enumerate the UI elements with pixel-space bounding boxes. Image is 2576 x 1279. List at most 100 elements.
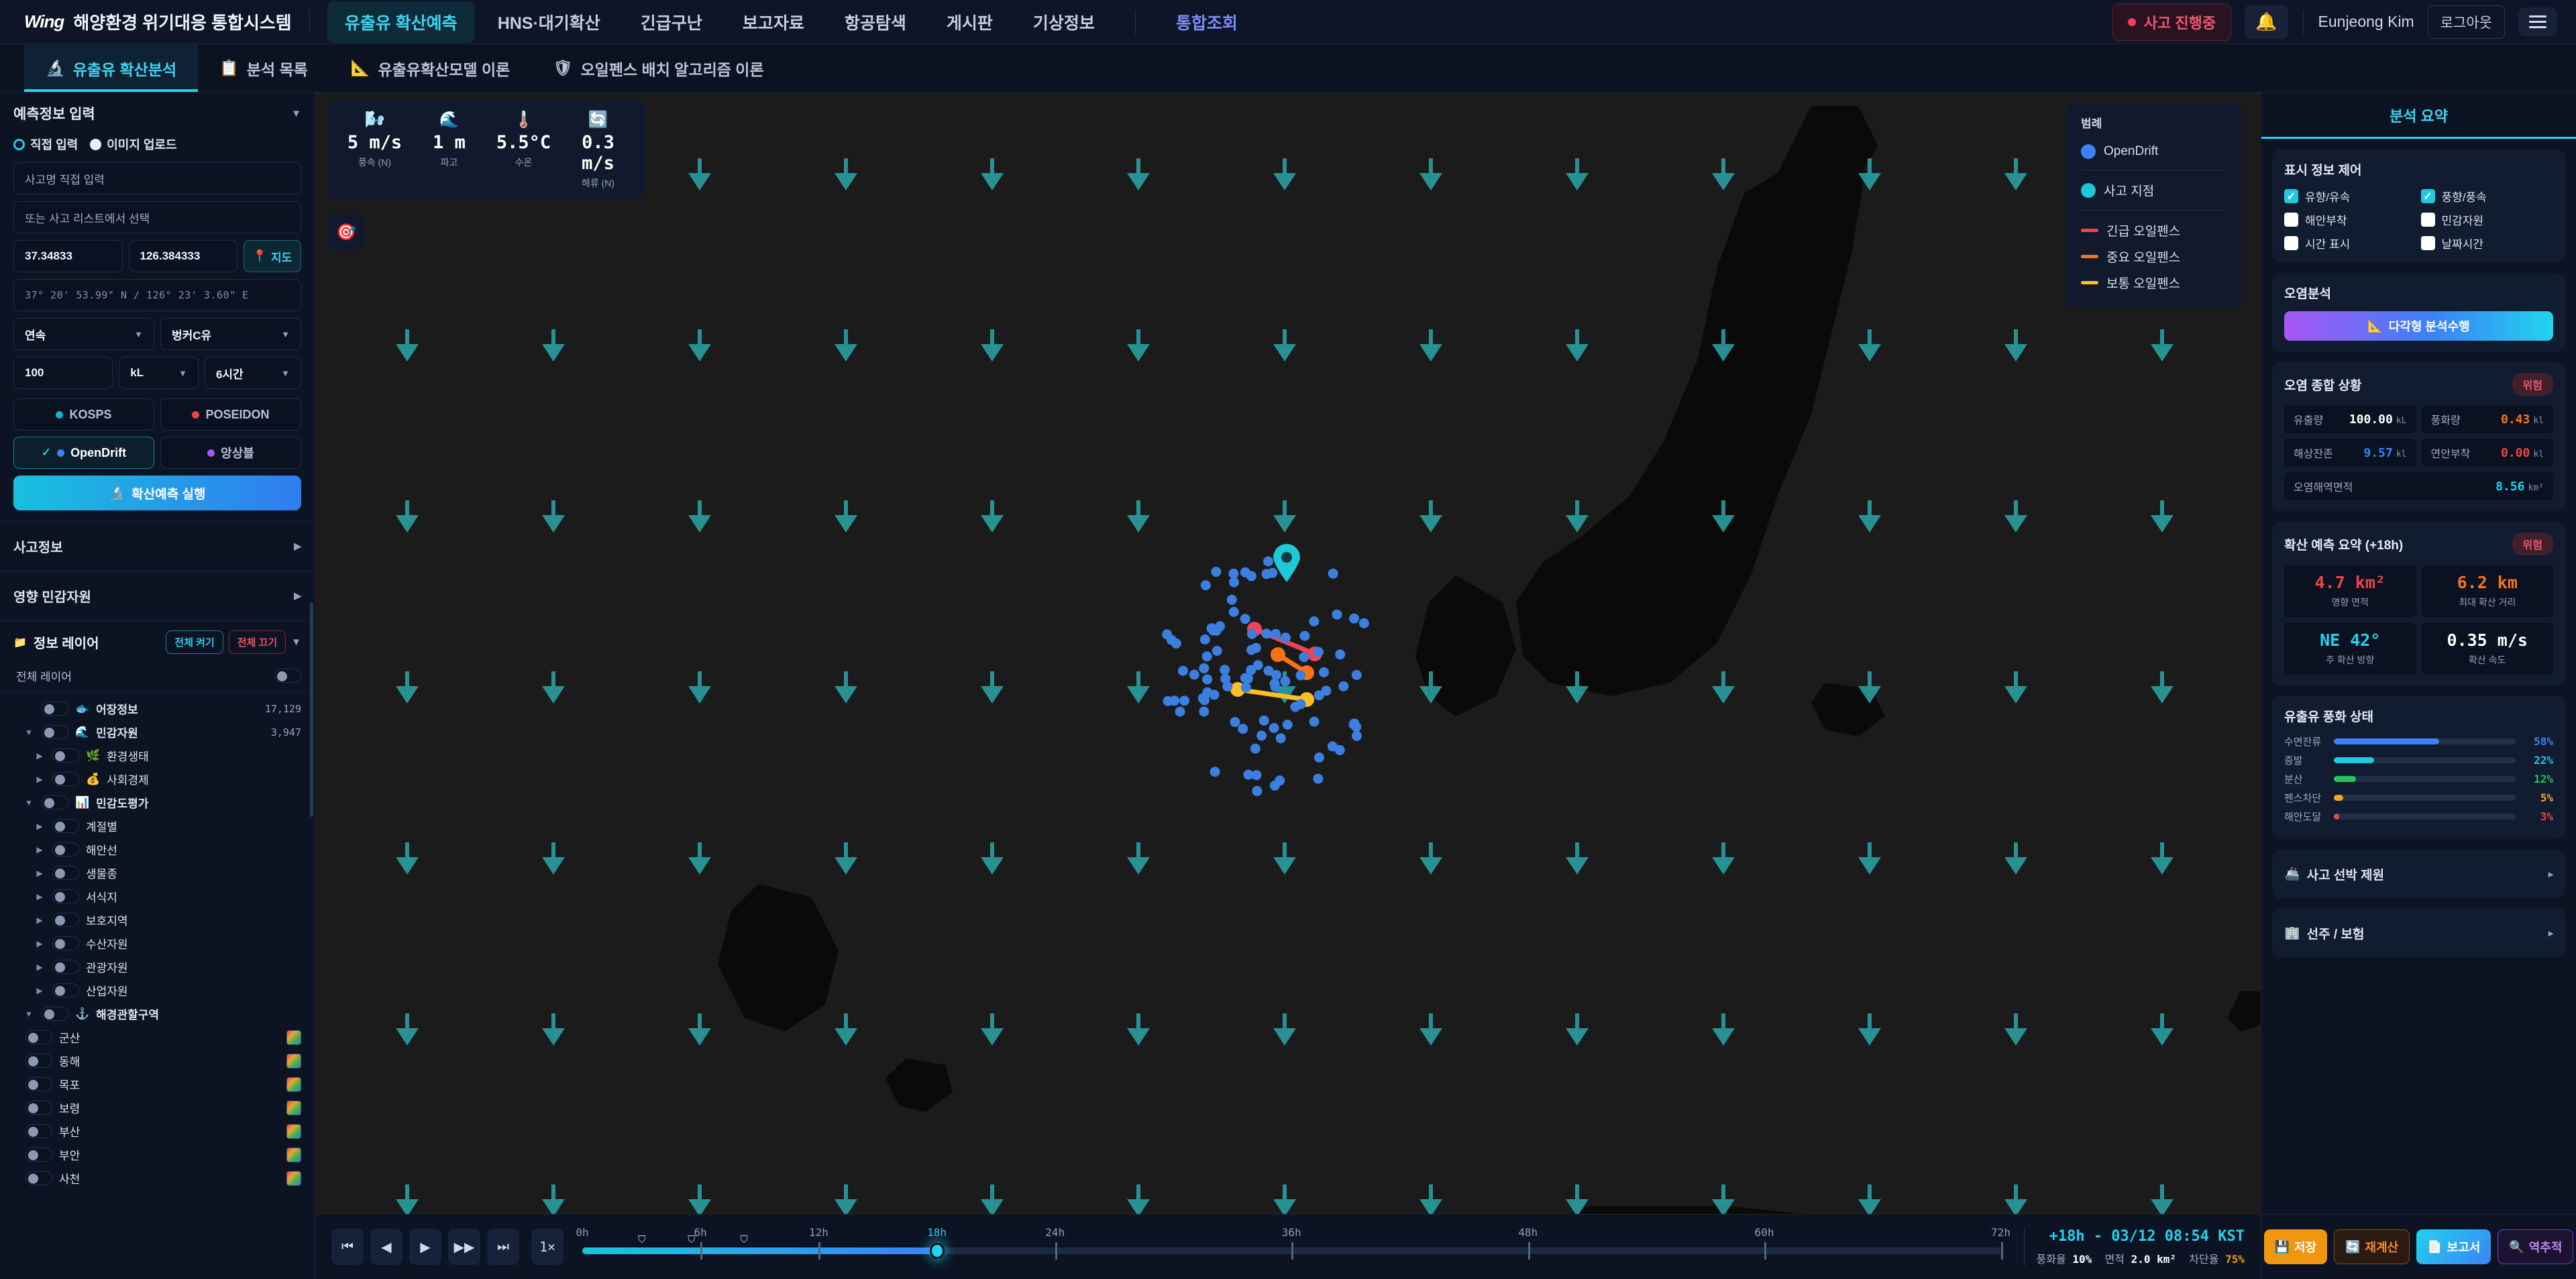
logout-button[interactable]: 로그아웃 — [2427, 5, 2505, 39]
target-icon[interactable]: 🎯 — [327, 213, 365, 251]
nav-item-7[interactable]: 통합조회 — [1175, 13, 1238, 33]
accordion-vessel-spec[interactable]: 🚢 사고 선박 제원 ▸ — [2272, 850, 2565, 898]
expand-icon[interactable]: ▼ — [25, 727, 33, 737]
playback-speed-button[interactable]: 1× — [531, 1229, 564, 1265]
checkbox-icon[interactable] — [2284, 189, 2298, 203]
accordion-owner-insurance[interactable]: 🏢 선주 / 보험 ▸ — [2272, 909, 2565, 957]
expand-icon[interactable]: ▶ — [36, 821, 43, 831]
layer-row[interactable]: 부안 — [0, 1143, 315, 1166]
sub-tab-3[interactable]: 🛡 오일펜스 배치 알고리즘 이론 — [531, 44, 785, 92]
layer-toggle[interactable] — [42, 725, 68, 739]
layer-toggle[interactable] — [25, 1077, 52, 1091]
action-button-역추적[interactable]: 🔍 역추적 — [2498, 1229, 2574, 1264]
leak-type-select[interactable]: 연속 ▼ — [13, 318, 154, 350]
layer-row[interactable]: ▶ 해안선 — [0, 838, 315, 861]
layer-row[interactable]: ▶ 관광자원 — [0, 955, 315, 979]
layer-row[interactable]: ▶ 서식지 — [0, 885, 315, 908]
timeline-track-wrap[interactable]: 0h 6h 12h 18h 24h 36h 48h 60h 72h ⛉ ⛉ ⛉ — [576, 1223, 2010, 1270]
timeline-thumb[interactable] — [929, 1243, 945, 1259]
accordion-incident-info[interactable]: 사고정보 ▶ — [0, 522, 315, 571]
sub-tab-1[interactable]: 📋 분석 목록 — [198, 44, 329, 92]
oil-type-select[interactable]: 벙커C유 ▼ — [160, 318, 301, 350]
run-prediction-button[interactable]: 🔬 확산예측 실행 — [13, 476, 301, 510]
layer-toggle[interactable] — [52, 889, 79, 903]
predict-input-header[interactable]: 예측정보 입력 ▼ — [0, 93, 315, 134]
layer-toggle[interactable] — [52, 819, 79, 833]
layer-toggle[interactable] — [25, 1124, 52, 1138]
incident-name-input[interactable]: 사고명 직접 입력 — [13, 162, 301, 194]
display-checkbox-3[interactable]: 민감자원 — [2420, 211, 2554, 228]
expand-icon[interactable]: ▶ — [36, 774, 43, 784]
layer-toggle[interactable] — [52, 842, 79, 856]
duration-select[interactable]: 6시간 ▼ — [204, 357, 301, 389]
action-button-보고서[interactable]: 📄 보고서 — [2416, 1229, 2491, 1264]
layer-toggle[interactable] — [25, 1054, 52, 1068]
layer-row[interactable]: ▶ 🌿 환경생태 — [0, 744, 315, 767]
layer-color-swatch[interactable] — [286, 1147, 301, 1162]
layer-row[interactable]: 사천 — [0, 1166, 315, 1190]
timeline-fence-marker-2[interactable]: ⛉ — [740, 1234, 748, 1245]
layer-row[interactable]: ▼ ⚓ 해경관할구역 — [0, 1002, 315, 1025]
chevron-down-icon[interactable]: ▼ — [291, 636, 301, 648]
layer-toggle[interactable] — [25, 1030, 52, 1044]
incident-marker[interactable] — [1272, 544, 1301, 586]
layer-color-swatch[interactable] — [286, 1170, 301, 1186]
layer-toggle[interactable] — [52, 772, 79, 786]
radio-direct-input[interactable]: 직접 입력 — [13, 135, 78, 153]
layer-row[interactable]: ▼ 🌊 민감자원 3,947 — [0, 720, 315, 744]
display-checkbox-5[interactable]: 날짜시간 — [2420, 235, 2554, 252]
left-panel-scrollbar[interactable] — [310, 602, 313, 817]
layer-toggle[interactable] — [25, 1148, 52, 1162]
expand-icon[interactable]: ▶ — [36, 962, 43, 972]
layer-row[interactable]: ▶ 계절별 — [0, 814, 315, 838]
layer-toggle[interactable] — [25, 1171, 52, 1185]
model-option-opendrift[interactable]: ✓ OpenDrift — [13, 437, 154, 469]
checkbox-icon[interactable] — [2284, 236, 2298, 250]
action-button-재계산[interactable]: 🔄 재계산 — [2334, 1229, 2410, 1264]
expand-icon[interactable]: ▼ — [25, 797, 33, 808]
nav-item-1[interactable]: HNS·대기확산 — [497, 13, 600, 33]
polygon-analysis-button[interactable]: 📐 다각형 분석수행 — [2284, 311, 2553, 341]
nav-item-4[interactable]: 항공탐색 — [844, 13, 906, 33]
amount-input[interactable]: 100 — [13, 357, 113, 389]
layer-color-swatch[interactable] — [286, 1053, 301, 1068]
timeline-fence-marker-0[interactable]: ⛉ — [638, 1234, 646, 1245]
map-view[interactable]: 🌬️ 5 m/s 풍속 (N) 🌊 1 m 파고 🌡️ 5.5°C 수온 🔄 0… — [315, 93, 2261, 1279]
incident-list-select[interactable]: 또는 사고 리스트에서 선택 — [13, 201, 301, 233]
layer-toggle[interactable] — [52, 960, 79, 974]
layer-row[interactable]: ▼ 📊 민감도평가 — [0, 791, 315, 814]
checkbox-icon[interactable] — [2420, 236, 2435, 250]
chevron-down-icon[interactable]: ▼ — [291, 107, 301, 119]
model-option-앙상블[interactable]: 앙상블 — [160, 437, 301, 469]
expand-icon[interactable]: ▶ — [36, 750, 43, 761]
unit-select[interactable]: kL ▼ — [119, 357, 199, 389]
layer-toggle[interactable] — [52, 913, 79, 927]
expand-icon[interactable]: ▶ — [36, 891, 43, 901]
layer-color-swatch[interactable] — [286, 1030, 301, 1045]
layer-row[interactable]: ▶ 💰 사회경제 — [0, 767, 315, 791]
sub-tab-0[interactable]: 🔬 유출유 확산분석 — [24, 44, 199, 92]
layer-toggle[interactable] — [42, 702, 68, 716]
layer-row[interactable]: 군산 — [0, 1025, 315, 1049]
expand-icon[interactable]: ▶ — [36, 868, 43, 878]
pick-on-map-button[interactable]: 📍 지도 — [244, 240, 301, 272]
display-checkbox-4[interactable]: 시간 표시 — [2284, 235, 2417, 252]
skip-end-icon[interactable]: ⏭ — [487, 1229, 519, 1265]
longitude-input[interactable]: 126.384333 — [128, 240, 237, 272]
radio-image-upload[interactable]: 이미지 업로드 — [90, 135, 177, 153]
layers-all-off-button[interactable]: 전체 끄기 — [228, 630, 286, 654]
sub-tab-2[interactable]: 📐 유출유확산모델 이론 — [329, 44, 531, 92]
layer-row[interactable]: 🐟 어장정보 17,129 — [0, 697, 315, 720]
layer-toggle[interactable] — [42, 795, 68, 810]
layer-toggle[interactable] — [52, 936, 79, 950]
checkbox-icon[interactable] — [2420, 189, 2435, 203]
checkbox-icon[interactable] — [2420, 213, 2435, 227]
layer-row[interactable]: 동해 — [0, 1049, 315, 1072]
checkbox-icon[interactable] — [2284, 213, 2298, 227]
layer-color-swatch[interactable] — [286, 1100, 301, 1115]
timeline-fence-marker-1[interactable]: ⛉ — [688, 1234, 696, 1245]
nav-item-2[interactable]: 긴급구난 — [640, 13, 702, 33]
layer-toggle[interactable] — [52, 866, 79, 880]
layer-row[interactable]: ▶ 보호지역 — [0, 908, 315, 932]
layer-row[interactable]: ▶ 수산자원 — [0, 932, 315, 955]
